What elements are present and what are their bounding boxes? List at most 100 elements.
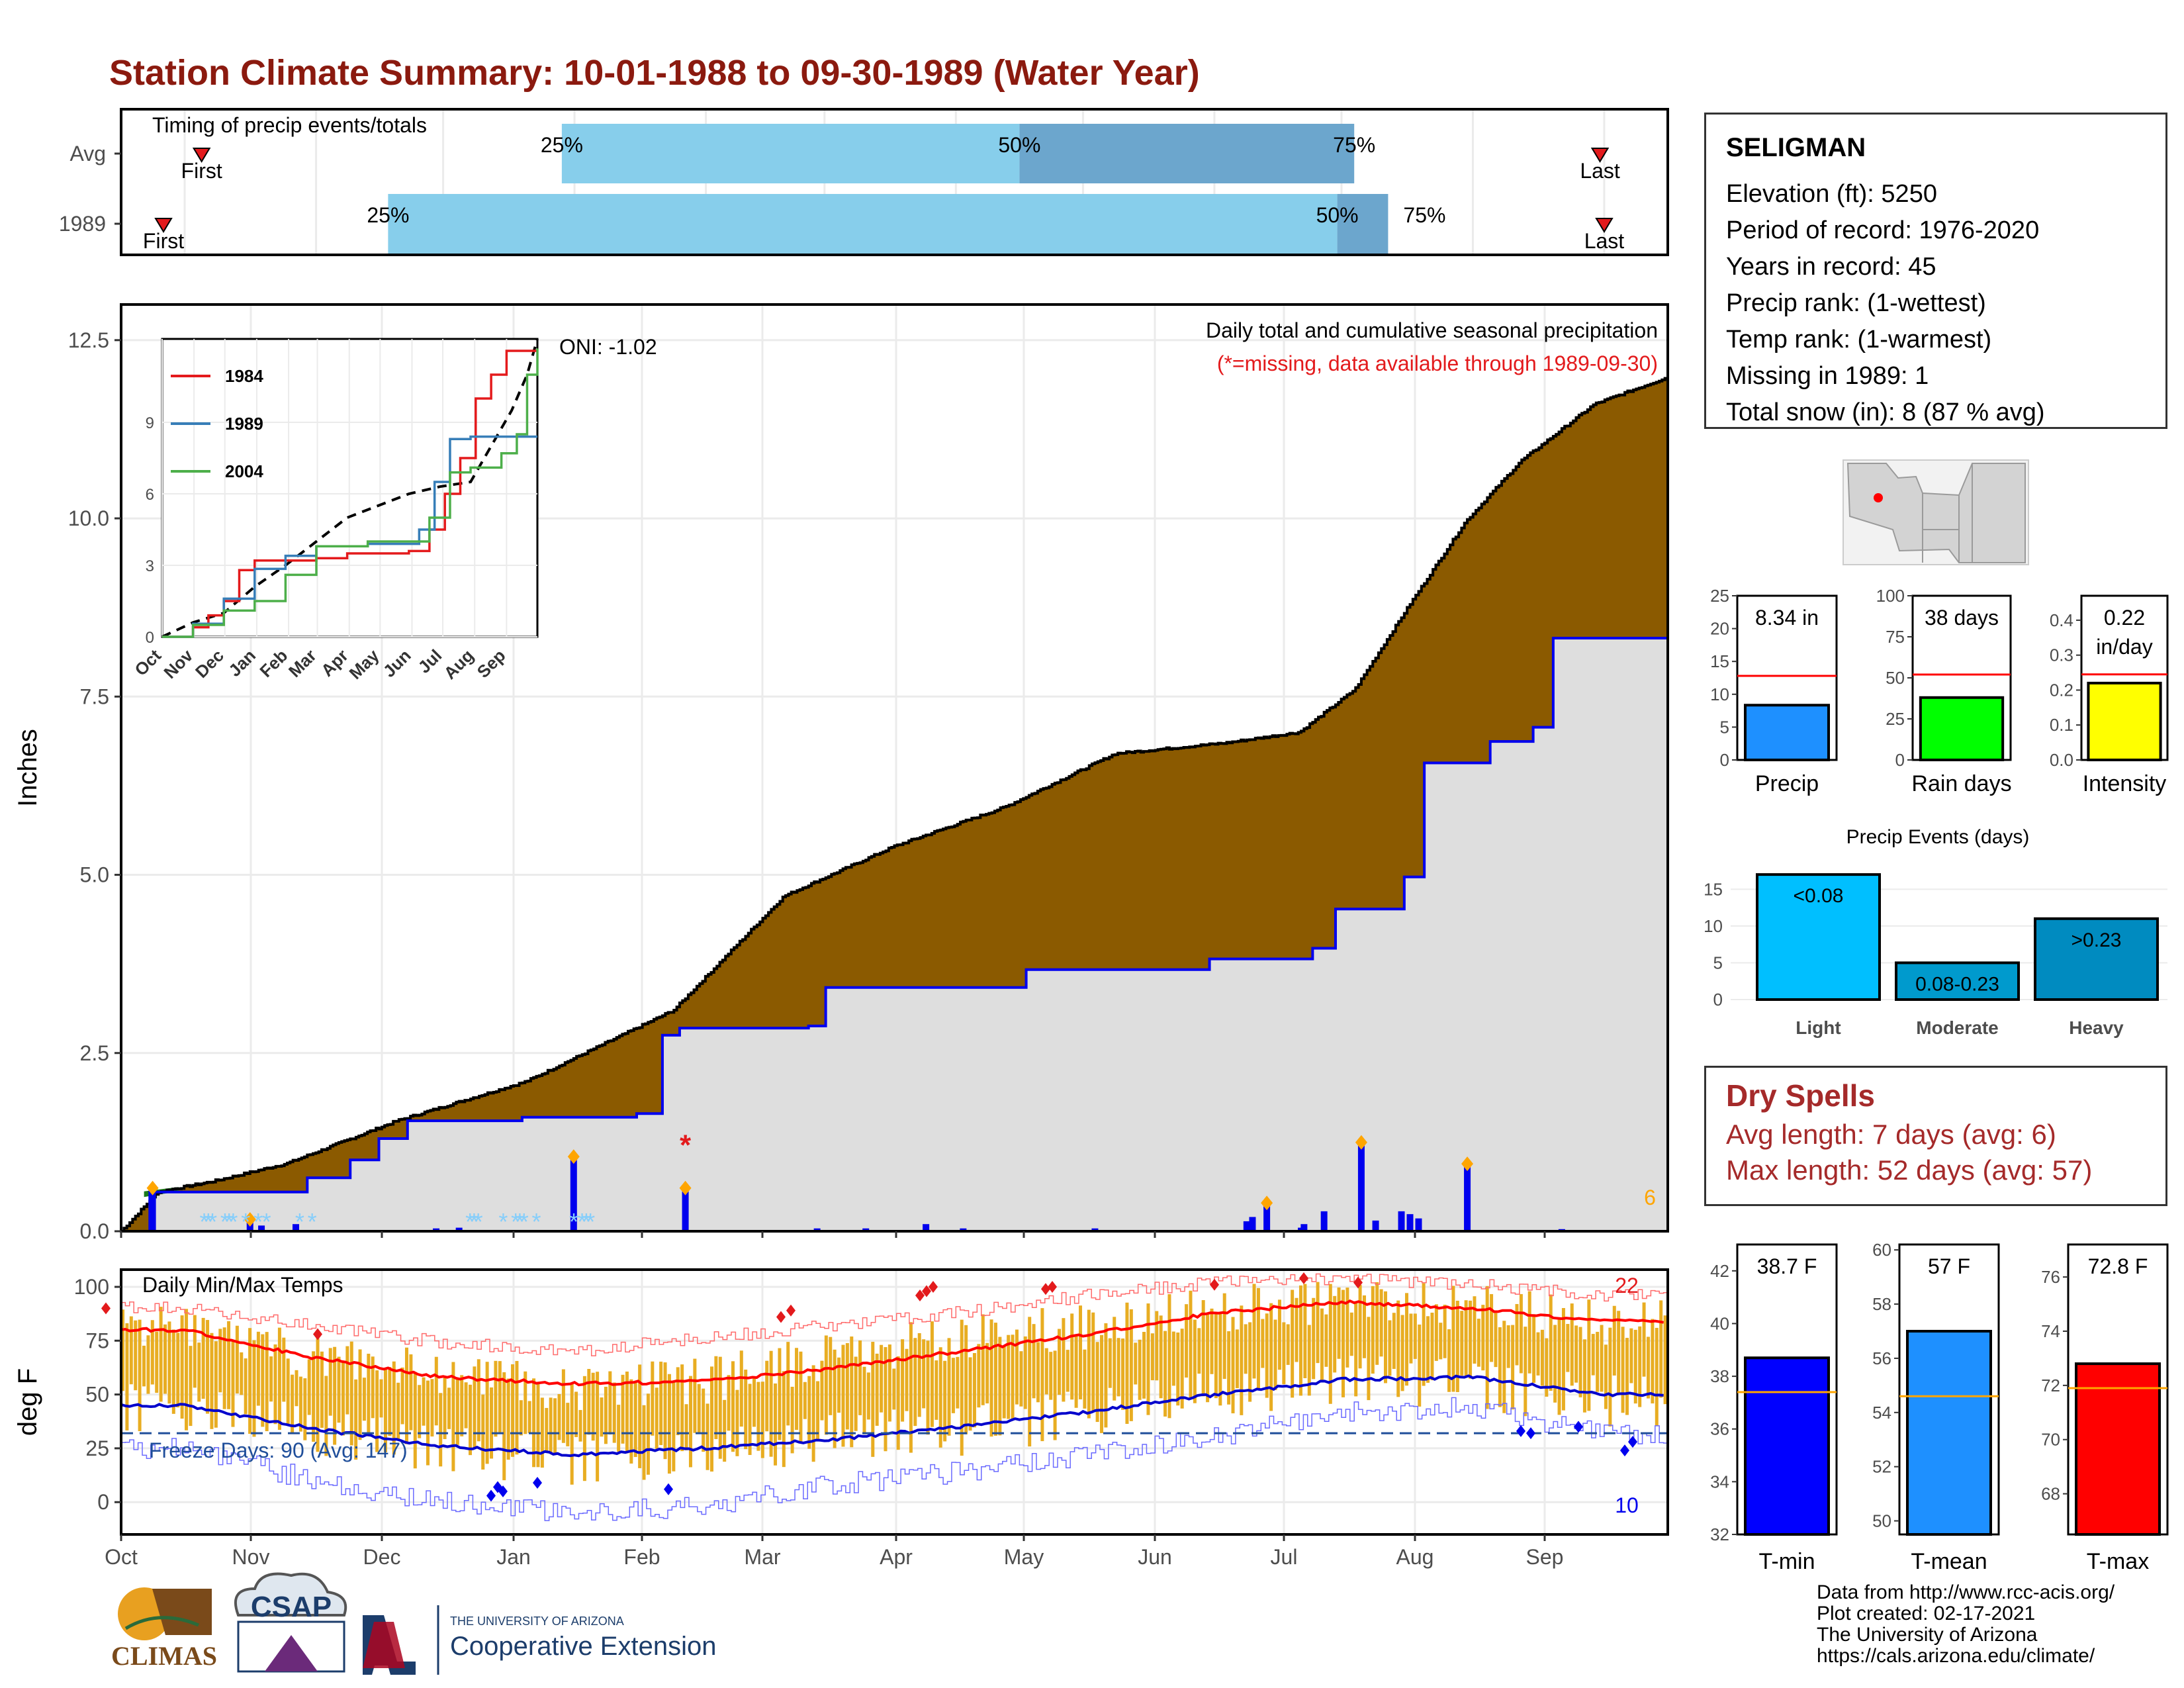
record-high-marker [922, 1285, 931, 1297]
daily-temp-bar [1633, 1329, 1637, 1404]
mini-y-tick-label: 50 [1872, 1511, 1891, 1531]
daily-temp-bar [1095, 1342, 1099, 1423]
snow-day-marker: * [199, 1208, 208, 1235]
y-tick-label: 5 [1713, 953, 1723, 972]
daily-temp-bar [1324, 1314, 1328, 1367]
first-event-label: First [143, 229, 184, 253]
daily-temp-bar [786, 1342, 790, 1426]
snow-day-marker: * [582, 1208, 591, 1235]
daily-temp-bar [383, 1368, 387, 1452]
daily-temp-bar [362, 1378, 366, 1421]
daily-temp-bar [1312, 1297, 1316, 1380]
mini-y-tick-label: 76 [2041, 1267, 2060, 1287]
daily-temp-bar [604, 1386, 608, 1444]
timing-pct-label: 25% [541, 133, 583, 157]
daily-temp-bar [705, 1403, 709, 1470]
daily-temp-bar [1354, 1301, 1358, 1397]
timing-bar-50-75 [1337, 194, 1388, 254]
daily-temp-bar [1044, 1348, 1048, 1395]
mini-y-tick-label: 58 [1872, 1294, 1891, 1314]
daily-temp-bar [866, 1372, 870, 1420]
daily-temp-bar [1396, 1300, 1400, 1397]
daily-temp-bar [341, 1362, 345, 1436]
daily-temp-bar [993, 1323, 997, 1436]
csap-logo-mountain [265, 1635, 318, 1671]
daily-temp-bar [392, 1361, 396, 1455]
daily-temp-bar [167, 1321, 171, 1404]
daily-temp-bar [1490, 1293, 1494, 1362]
snow-day-marker: * [474, 1208, 483, 1235]
daily-temp-bar [227, 1321, 231, 1409]
daily-temp-bar [1167, 1294, 1171, 1419]
page-title: Station Climate Summary: 10-01-1988 to 0… [109, 53, 1200, 93]
mini-value-label: 38.7 F [1757, 1254, 1817, 1278]
daily-temp-bar [596, 1372, 600, 1481]
daily-temp-bar [222, 1327, 226, 1409]
inset-month-label: Nov [159, 645, 197, 682]
daily-temp-bar [218, 1329, 222, 1393]
mini-y-tick-label: 0.0 [2050, 750, 2073, 770]
daily-temp-bar [235, 1325, 239, 1394]
heavy-event-marker [567, 1149, 580, 1164]
daily-temp-bar [240, 1352, 244, 1395]
daily-temp-bar [1553, 1325, 1557, 1403]
month-label: Mar [744, 1545, 780, 1569]
daily-temp-bar [536, 1382, 540, 1468]
daily-temp-bar [1328, 1284, 1332, 1404]
month-label: Aug [1396, 1545, 1434, 1569]
daily-temp-bar [502, 1372, 506, 1481]
daily-temp-bar [896, 1356, 900, 1450]
first-event-marker [192, 148, 211, 163]
daily-temp-bar [1210, 1308, 1214, 1374]
daily-temp-bar [1011, 1335, 1015, 1421]
timing-pct-label: 75% [1333, 133, 1375, 157]
daily-temp-bar [1345, 1288, 1349, 1368]
daily-temp-bar [506, 1378, 510, 1460]
daily-temp-bar [1298, 1285, 1302, 1396]
panel-frame [120, 108, 1669, 256]
y-axis-label: deg F [13, 1368, 42, 1436]
heavy-event-marker [146, 1180, 159, 1196]
daily-temp-bar [943, 1360, 947, 1442]
event-category-label: Light [1796, 1017, 1841, 1038]
daily-temp-bar [244, 1358, 248, 1415]
mini-y-tick-label: 70 [2041, 1430, 2060, 1450]
daily-temp-bar [1019, 1351, 1023, 1407]
daily-temp-bar [1434, 1304, 1438, 1361]
daily-temp-bar [731, 1361, 735, 1452]
daily-temp-bar [1527, 1291, 1531, 1374]
dry-spells-box: Dry Spells Avg length: 7 days (avg: 6) M… [1704, 1066, 2167, 1206]
y-tick-label: 0.0 [80, 1219, 109, 1243]
record-high-count: 22 [1615, 1274, 1639, 1297]
mini-y-tick-label: 34 [1710, 1472, 1729, 1491]
daily-temp-bar [557, 1393, 561, 1440]
daily-temp-bar [176, 1333, 180, 1408]
daily-temp-bar [256, 1331, 260, 1406]
daily-temp-bar [1049, 1352, 1053, 1400]
daily-temp-bar [481, 1394, 485, 1470]
daily-precip-bar [570, 1160, 577, 1231]
event-bar-label: <0.08 [1794, 885, 1844, 907]
credits-institution: The University of Arizona [1817, 1624, 2038, 1646]
inset-legend-label: 2004 [225, 461, 263, 481]
inset-month-label: Aug [440, 645, 478, 683]
daily-temp-bar [1591, 1334, 1595, 1376]
daily-temp-bar [1083, 1349, 1087, 1409]
mini-y-tick-label: 0.1 [2050, 715, 2073, 735]
daily-temp-bar [273, 1344, 277, 1425]
daily-temp-bar [1502, 1321, 1506, 1413]
daily-temp-bar [633, 1382, 637, 1458]
y-tick-label: 10 [1704, 916, 1723, 936]
daily-temp-bar [1455, 1300, 1459, 1392]
daily-temp-bar [1604, 1344, 1608, 1409]
mini-y-tick-label: 0 [1720, 750, 1729, 770]
daily-temp-bar [1451, 1286, 1455, 1392]
avg-cumulative-line [121, 377, 1669, 1233]
daily-temp-bar [298, 1376, 302, 1432]
month-label: Oct [105, 1545, 138, 1569]
inset-y-tick-label: 0 [146, 629, 154, 647]
daily-temp-bar [1087, 1309, 1091, 1419]
daily-temp-bar [286, 1358, 290, 1426]
snow-day-marker: * [465, 1208, 475, 1235]
climas-logo-swoosh [124, 1616, 199, 1630]
